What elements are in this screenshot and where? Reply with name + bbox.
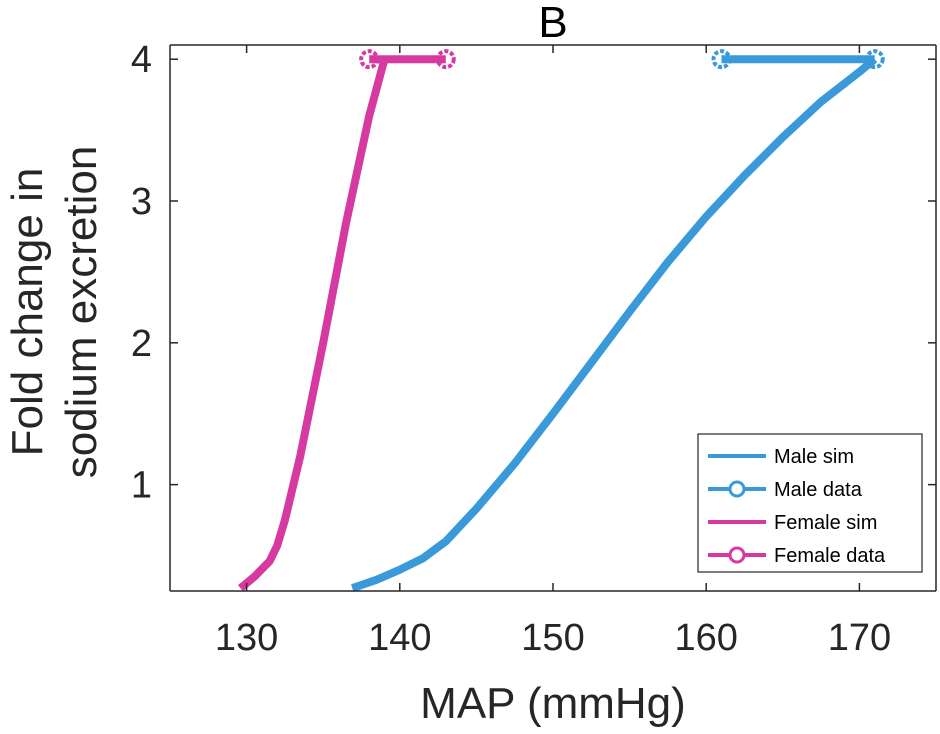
series-female-sim: [237, 58, 389, 592]
x-tick-label: 160: [674, 617, 737, 659]
y-tick-label: 2: [131, 323, 152, 365]
y-tick-label: 4: [131, 39, 152, 81]
legend-item-male-sim: Male sim: [708, 446, 854, 468]
data-point-female-data: [435, 49, 456, 70]
legend-label: Male sim: [774, 446, 854, 468]
x-tick-label: 130: [215, 617, 278, 659]
series-layer: [237, 49, 885, 592]
series-male-data: [711, 49, 885, 70]
data-point-male-data: [864, 49, 885, 70]
y-axis-title-line-1: Fold change in: [3, 168, 52, 457]
legend-marker: [728, 480, 746, 498]
legend-label: Female sim: [774, 512, 877, 534]
legend-label: Male data: [774, 479, 863, 501]
x-tick-label: 140: [368, 617, 431, 659]
series-male-sim: [350, 56, 878, 592]
y-axis-title-line-2: sodium excretion: [57, 146, 106, 479]
x-tick-label: 150: [521, 617, 584, 659]
series-female-data: [359, 49, 456, 70]
legend-item-female-sim: Female sim: [708, 512, 877, 534]
y-axis-title: Fold change in sodium excretion: [3, 146, 106, 479]
data-point-male-data: [711, 49, 732, 70]
series-line-male-sim: [350, 56, 878, 592]
legend-item-male-data: Male data: [708, 479, 863, 501]
legend-marker: [728, 546, 746, 564]
x-axis-title: MAP (mmHg): [420, 679, 686, 728]
y-tick-label: 3: [131, 181, 152, 223]
legend-label: Female data: [774, 545, 886, 567]
series-line-female-sim: [237, 58, 389, 592]
chart-title: B: [538, 0, 567, 47]
legend: Male sim Male data Female sim Female data: [697, 433, 923, 573]
ticks-layer: 130 140 150 160 170 1 2 3 4: [131, 39, 936, 659]
x-tick-label: 170: [828, 617, 891, 659]
data-point-female-data: [359, 49, 380, 70]
y-tick-label: 1: [131, 465, 152, 507]
legend-item-female-data: Female data: [708, 545, 886, 567]
